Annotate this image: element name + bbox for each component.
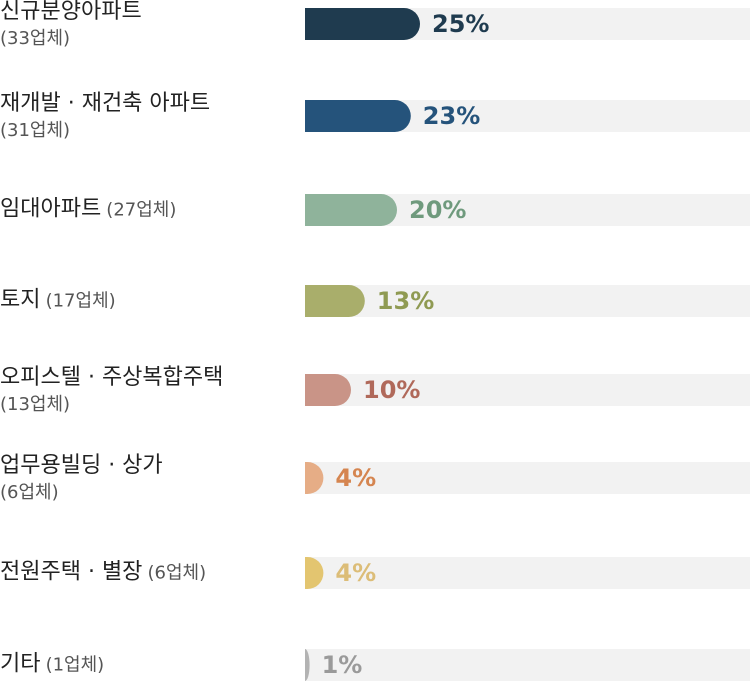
- category-name: 재개발 · 재건축 아파트: [0, 91, 211, 117]
- bar-track: [305, 557, 750, 589]
- category-name: 기타: [0, 651, 41, 677]
- bar: [305, 649, 310, 681]
- category-note: (17업체): [45, 290, 116, 312]
- bar-track: [305, 285, 750, 317]
- category-note: (6업체): [0, 481, 59, 503]
- value-label: 23%: [423, 102, 480, 130]
- value-label: 13%: [377, 287, 434, 315]
- category-label: 기타 (1업체): [0, 651, 262, 680]
- value-label: 10%: [363, 376, 420, 404]
- value-label: 1%: [322, 651, 363, 679]
- bar: [305, 100, 411, 132]
- category-name: 업무용빌딩 · 상가: [0, 453, 163, 479]
- value-label: 4%: [335, 464, 376, 492]
- bar-track: [305, 374, 750, 406]
- category-label: 오피스텔 · 주상복합주택 (13업체): [0, 364, 262, 416]
- category-label: 업무용빌딩 · 상가 (6업체): [0, 452, 262, 504]
- category-label: 전원주택 · 별장 (6업체): [0, 559, 262, 588]
- bar-track: [305, 462, 750, 494]
- bar: [305, 8, 420, 40]
- category-note: (31업체): [0, 119, 71, 141]
- bar: [305, 374, 351, 406]
- category-label: 재개발 · 재건축 아파트 (31업체): [0, 90, 262, 142]
- category-label: 토지 (17업체): [0, 287, 262, 316]
- category-name: 신규분양아파트: [0, 0, 142, 25]
- value-label: 20%: [409, 196, 466, 224]
- category-note: (6업체): [147, 562, 207, 584]
- category-note: (33업체): [0, 27, 71, 49]
- category-name: 전원주택 · 별장: [0, 559, 143, 585]
- category-note: (27업체): [106, 199, 177, 221]
- bar: [305, 557, 324, 589]
- category-name: 임대아파트: [0, 196, 102, 222]
- bar: [305, 462, 324, 494]
- category-name: 토지: [0, 287, 41, 313]
- category-note: (13업체): [0, 393, 71, 415]
- category-label: 신규분양아파트 (33업체): [0, 0, 262, 50]
- bar: [305, 285, 365, 317]
- category-label: 임대아파트 (27업체): [0, 196, 262, 225]
- category-note: (1업체): [45, 654, 105, 676]
- category-name: 오피스텔 · 주상복합주택: [0, 365, 224, 391]
- bar-track: [305, 649, 750, 681]
- value-label: 25%: [432, 10, 489, 38]
- value-label: 4%: [335, 559, 376, 587]
- bar: [305, 194, 397, 226]
